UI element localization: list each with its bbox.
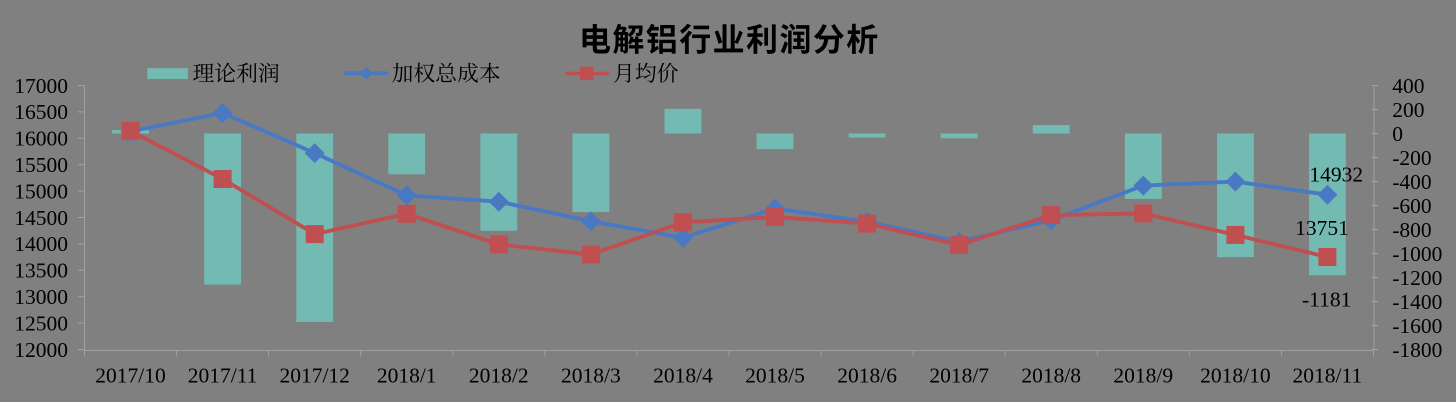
svg-text:2018/7: 2018/7 [929, 364, 989, 388]
svg-text:14000: 14000 [14, 232, 68, 256]
svg-text:-1000: -1000 [1392, 242, 1442, 266]
svg-text:-1600: -1600 [1392, 314, 1442, 338]
svg-text:12000: 12000 [14, 338, 68, 362]
svg-text:-600: -600 [1392, 194, 1431, 218]
svg-text:2018/2: 2018/2 [469, 364, 529, 388]
svg-text:2017/12: 2017/12 [279, 364, 349, 388]
svg-text:2018/5: 2018/5 [745, 364, 805, 388]
svg-text:-1400: -1400 [1392, 290, 1442, 314]
svg-text:-1200: -1200 [1392, 266, 1442, 290]
svg-text:2018/6: 2018/6 [837, 364, 897, 388]
svg-text:2017/10: 2017/10 [95, 364, 165, 388]
svg-text:17000: 17000 [14, 74, 68, 98]
svg-text:13751: 13751 [1295, 216, 1349, 240]
svg-text:0: 0 [1392, 122, 1403, 146]
svg-text:400: 400 [1392, 74, 1424, 98]
svg-text:2017/11: 2017/11 [188, 364, 258, 388]
svg-text:-1800: -1800 [1392, 338, 1442, 362]
svg-text:2018/8: 2018/8 [1021, 364, 1081, 388]
svg-text:15500: 15500 [14, 153, 68, 177]
svg-text:13500: 13500 [14, 259, 68, 283]
svg-text:12500: 12500 [14, 311, 68, 335]
svg-text:200: 200 [1392, 98, 1424, 122]
svg-text:14500: 14500 [14, 206, 68, 230]
svg-text:2018/1: 2018/1 [377, 364, 437, 388]
svg-text:2018/11: 2018/11 [1293, 364, 1363, 388]
svg-text:-1181: -1181 [1302, 288, 1351, 312]
svg-text:2018/10: 2018/10 [1200, 364, 1270, 388]
svg-text:14932: 14932 [1309, 163, 1363, 187]
svg-text:16500: 16500 [14, 100, 68, 124]
svg-text:2018/9: 2018/9 [1113, 364, 1173, 388]
svg-text:-400: -400 [1392, 170, 1431, 194]
svg-text:-800: -800 [1392, 218, 1431, 242]
svg-text:-200: -200 [1392, 146, 1431, 170]
svg-text:2018/4: 2018/4 [653, 364, 713, 388]
svg-text:2018/3: 2018/3 [561, 364, 621, 388]
svg-text:16000: 16000 [14, 127, 68, 151]
svg-text:15000: 15000 [14, 179, 68, 203]
svg-text:13000: 13000 [14, 285, 68, 309]
